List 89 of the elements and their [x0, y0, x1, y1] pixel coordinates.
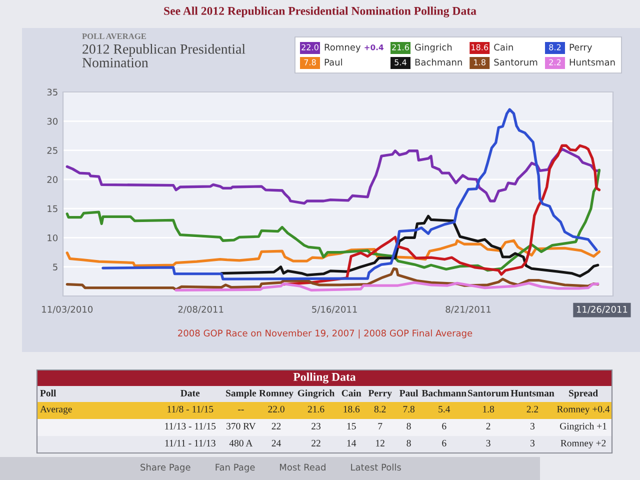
text: 2.2	[526, 406, 538, 412]
y-tick-label: 20	[47, 176, 58, 183]
category-label: Santorum	[468, 390, 509, 396]
category-label: Perry	[368, 390, 392, 398]
legend-label: Gingrich	[415, 44, 452, 52]
text: 18.6	[472, 44, 488, 50]
text: Fan Page	[216, 464, 255, 472]
x-tick-label: 11/26/2011	[576, 306, 628, 314]
text: Poll	[40, 390, 56, 396]
chart-title: 2012 Republican Presidential Nomination	[82, 44, 246, 68]
text: 21.6	[392, 44, 409, 50]
text: 7	[378, 422, 382, 430]
line-series	[66, 267, 600, 291]
category-label: Gingrich	[298, 390, 335, 398]
legend-label: Paul	[324, 58, 342, 66]
text: 22.0	[302, 44, 318, 50]
text: 3	[486, 440, 490, 446]
text: Romney +2	[560, 440, 606, 448]
category-label: Huntsman	[510, 390, 554, 396]
y-tick-label: 5	[53, 264, 58, 270]
legend-label: Cain	[494, 44, 513, 51]
x-tick-label: 5/16/2011	[312, 306, 357, 314]
y-tick-label: 10	[48, 234, 58, 242]
legend-label: Huntsman	[570, 58, 615, 66]
text: 2	[486, 422, 490, 430]
text: 1.8	[474, 59, 486, 66]
text: Share Page	[140, 464, 190, 472]
legend-label: Santorum	[494, 58, 538, 66]
text: 8	[406, 422, 411, 430]
text: Polling Data	[293, 372, 356, 384]
text: 2.2	[549, 59, 561, 66]
y-tick-label: 30	[47, 118, 58, 125]
text: 11/8 - 11/15	[168, 406, 214, 412]
line-series	[220, 214, 600, 278]
legend-label: Perry	[570, 44, 592, 52]
category-label: Sample	[226, 390, 256, 398]
line-series	[174, 281, 600, 292]
category-label: Date	[180, 390, 200, 396]
text: 15	[347, 422, 356, 430]
text: Gingrich +1	[560, 422, 606, 432]
text: Latest Polls	[351, 464, 401, 471]
line-series	[66, 148, 601, 205]
text: 8.2	[549, 44, 561, 50]
text: 2008 GOP Race on November 19, 2007 | 2008 GOP Final Average	[178, 329, 472, 339]
text: 21.6	[308, 406, 324, 412]
text: 1.8	[483, 406, 494, 412]
text: 8	[406, 440, 411, 446]
legend-label: Bachmann	[415, 58, 462, 66]
chart-subtitle: POLL AVERAGE	[82, 33, 146, 40]
text: 7.8	[304, 59, 316, 66]
category-label: Spread	[569, 390, 598, 398]
text: See All 2012 Republican Presidential Nomination Polling Data	[164, 6, 476, 18]
text: 24	[272, 440, 281, 446]
legend-label: Romney	[324, 44, 361, 52]
x-tick-label: 2/08/2011	[178, 306, 224, 314]
text: 3	[530, 422, 535, 430]
x-tick-label: 11/03/2010	[42, 306, 93, 314]
text: 14	[347, 440, 356, 446]
category-label: Average	[40, 406, 72, 414]
text: Most Read	[280, 464, 326, 471]
y-tick-label: 25	[47, 147, 58, 154]
line-series	[102, 108, 598, 280]
y-tick-label: 15	[48, 205, 58, 212]
category-label: Bachmann	[422, 390, 466, 396]
text: 22	[272, 422, 281, 430]
text: 6	[442, 440, 446, 446]
line-series	[282, 144, 601, 286]
text: 11/13 - 11/15	[165, 422, 216, 430]
text: 5.4	[438, 406, 450, 412]
text: 370 RV	[226, 422, 256, 430]
text: 6	[442, 422, 446, 430]
text: 11/11 - 11/13	[165, 440, 216, 446]
text: Romney +0.4	[557, 406, 610, 414]
text: 7.8	[403, 406, 414, 412]
text: 12	[376, 440, 384, 446]
text: 23	[312, 422, 321, 430]
text: 22.0	[268, 406, 284, 412]
text: 3	[530, 440, 535, 446]
text: 8.2	[374, 406, 386, 412]
x-tick-label: 8/21/2011	[446, 306, 491, 314]
text: 22	[312, 440, 320, 446]
text: 5.4	[394, 59, 406, 66]
category-label: Romney	[259, 390, 294, 398]
line-series	[66, 168, 601, 272]
category-label: Paul	[400, 390, 418, 396]
y-tick-label: 35	[47, 88, 58, 96]
text: 18.6	[344, 406, 360, 412]
text: 480 A	[229, 440, 253, 446]
category-label: Cain	[342, 390, 362, 396]
